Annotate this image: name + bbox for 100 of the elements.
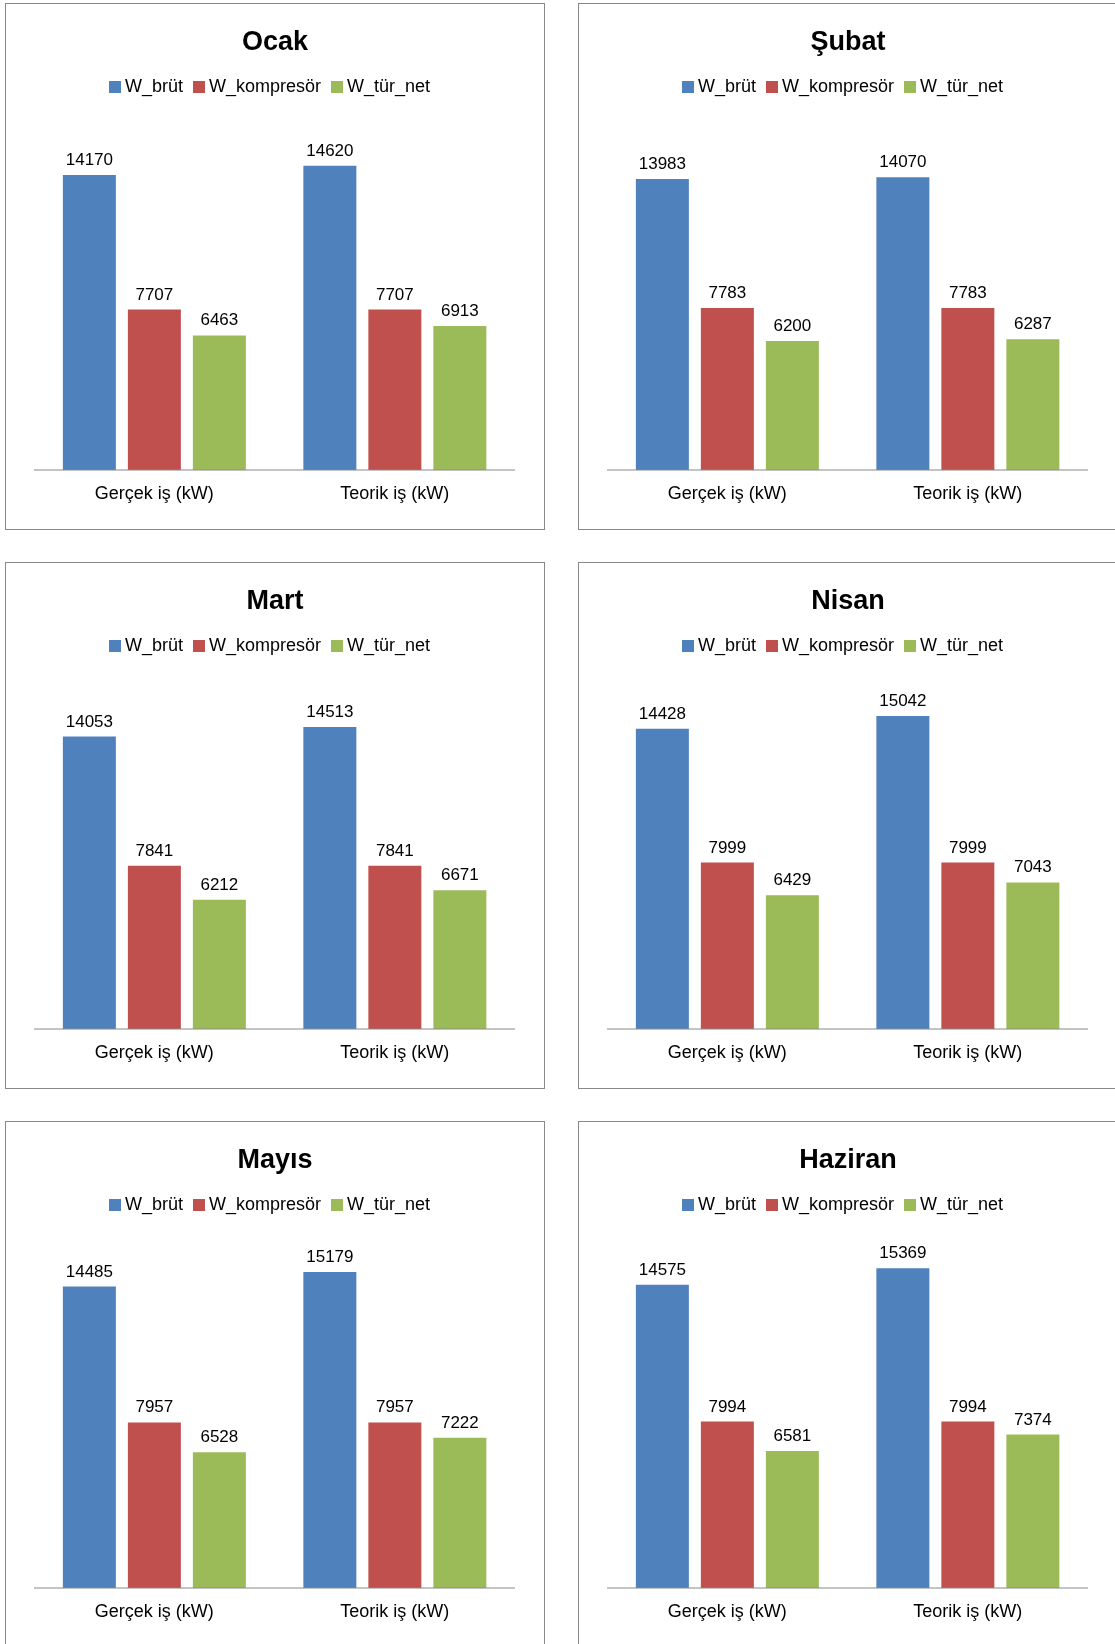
legend-label: W_kompresör bbox=[781, 635, 894, 655]
data-label: 14620 bbox=[306, 140, 354, 160]
x-tick-label: Teorik iş (kW) bbox=[340, 1600, 450, 1621]
bar bbox=[876, 177, 930, 470]
data-label: 7841 bbox=[375, 840, 414, 860]
bar bbox=[127, 1422, 181, 1588]
data-label: 7994 bbox=[948, 1396, 987, 1416]
bar bbox=[62, 175, 116, 470]
bar bbox=[876, 715, 930, 1029]
legend-label: W_brüt bbox=[124, 76, 183, 96]
bar bbox=[127, 865, 181, 1029]
bar bbox=[303, 1272, 357, 1588]
chart-title: Mart bbox=[245, 585, 305, 617]
legend-label: W_tür_net bbox=[347, 635, 431, 655]
data-label: 14485 bbox=[65, 1261, 113, 1281]
data-label: 6287 bbox=[1013, 314, 1052, 334]
bar bbox=[433, 890, 487, 1029]
data-label: 6429 bbox=[773, 870, 812, 890]
legend-label: W_tür_net bbox=[920, 635, 1004, 655]
bar bbox=[127, 309, 181, 470]
data-label: 6671 bbox=[440, 865, 479, 885]
legend-label: W_kompresör bbox=[781, 76, 894, 96]
legend-label: W_kompresör bbox=[781, 1194, 894, 1214]
x-tick-label: Teorik iş (kW) bbox=[913, 1041, 1023, 1062]
bar bbox=[700, 1421, 754, 1588]
bar bbox=[1006, 339, 1060, 470]
bar bbox=[635, 178, 689, 470]
data-label: 14053 bbox=[65, 711, 113, 731]
legend-label: W_tür_net bbox=[920, 1194, 1004, 1214]
data-label: 14170 bbox=[65, 150, 113, 170]
bar bbox=[368, 309, 422, 470]
data-label: 14575 bbox=[638, 1259, 686, 1279]
x-tick-label: Teorik iş (kW) bbox=[913, 482, 1023, 503]
data-label: 15369 bbox=[879, 1243, 927, 1263]
legend-label: W_kompresör bbox=[208, 1194, 321, 1214]
data-label: 7999 bbox=[948, 837, 987, 857]
bar bbox=[876, 1268, 930, 1588]
bar bbox=[941, 862, 995, 1029]
chart-title: Şubat bbox=[809, 26, 887, 58]
bar bbox=[433, 326, 487, 470]
data-label: 7783 bbox=[708, 283, 747, 303]
chart-title: Nisan bbox=[810, 585, 886, 617]
x-tick-label: Gerçek iş (kW) bbox=[667, 482, 787, 503]
x-tick-label: Teorik iş (kW) bbox=[913, 1600, 1023, 1621]
bar bbox=[700, 862, 754, 1029]
chart-title: Ocak bbox=[240, 26, 310, 58]
data-label: 7999 bbox=[708, 837, 747, 857]
bar bbox=[303, 726, 357, 1029]
data-label: 14070 bbox=[879, 152, 927, 172]
data-label: 6528 bbox=[200, 1427, 239, 1447]
bar bbox=[635, 1284, 689, 1588]
x-tick-label: Gerçek iş (kW) bbox=[94, 1600, 214, 1621]
bar bbox=[192, 335, 246, 470]
data-label: 13983 bbox=[638, 153, 686, 173]
data-label: 7957 bbox=[135, 1397, 174, 1417]
data-label: 6581 bbox=[773, 1426, 812, 1446]
data-label: 6200 bbox=[773, 315, 812, 335]
bar bbox=[368, 865, 422, 1029]
x-tick-label: Gerçek iş (kW) bbox=[667, 1041, 787, 1062]
legend-label: W_tür_net bbox=[920, 76, 1004, 96]
chart-title: Mayıs bbox=[236, 1144, 314, 1176]
data-label: 7374 bbox=[1013, 1409, 1052, 1429]
legend-label: W_brüt bbox=[124, 635, 183, 655]
bar bbox=[62, 736, 116, 1029]
bar bbox=[1006, 882, 1060, 1029]
data-label: 15042 bbox=[879, 690, 927, 710]
legend-label: W_kompresör bbox=[208, 76, 321, 96]
bar bbox=[765, 1451, 819, 1588]
bar bbox=[433, 1437, 487, 1588]
legend-label: W_tür_net bbox=[347, 76, 431, 96]
data-label: 7043 bbox=[1013, 857, 1052, 877]
data-label: 7707 bbox=[375, 284, 414, 304]
data-label: 14428 bbox=[638, 703, 686, 723]
legend-label: W_brüt bbox=[124, 1194, 183, 1214]
legend-label: W_brüt bbox=[697, 76, 756, 96]
bar bbox=[941, 308, 995, 470]
bar bbox=[941, 1421, 995, 1588]
legend-label: W_tür_net bbox=[347, 1194, 431, 1214]
data-label: 6212 bbox=[200, 874, 239, 894]
x-tick-label: Teorik iş (kW) bbox=[340, 482, 450, 503]
x-tick-label: Gerçek iş (kW) bbox=[94, 1041, 214, 1062]
data-label: 7783 bbox=[948, 283, 987, 303]
bar bbox=[303, 165, 357, 470]
legend-label: W_brüt bbox=[697, 635, 756, 655]
data-label: 7994 bbox=[708, 1396, 747, 1416]
x-tick-label: Gerçek iş (kW) bbox=[94, 482, 214, 503]
data-label: 15179 bbox=[306, 1247, 354, 1267]
data-label: 7707 bbox=[135, 284, 174, 304]
data-label: 14513 bbox=[306, 701, 354, 721]
bar bbox=[368, 1422, 422, 1588]
bar bbox=[192, 899, 246, 1029]
bar bbox=[635, 728, 689, 1029]
legend-label: W_kompresör bbox=[208, 635, 321, 655]
bar bbox=[1006, 1434, 1060, 1588]
bar bbox=[62, 1286, 116, 1588]
bar bbox=[192, 1452, 246, 1588]
bar bbox=[700, 308, 754, 470]
bar bbox=[765, 340, 819, 470]
data-label: 7841 bbox=[135, 840, 174, 860]
chart-title: Haziran bbox=[798, 1144, 898, 1176]
